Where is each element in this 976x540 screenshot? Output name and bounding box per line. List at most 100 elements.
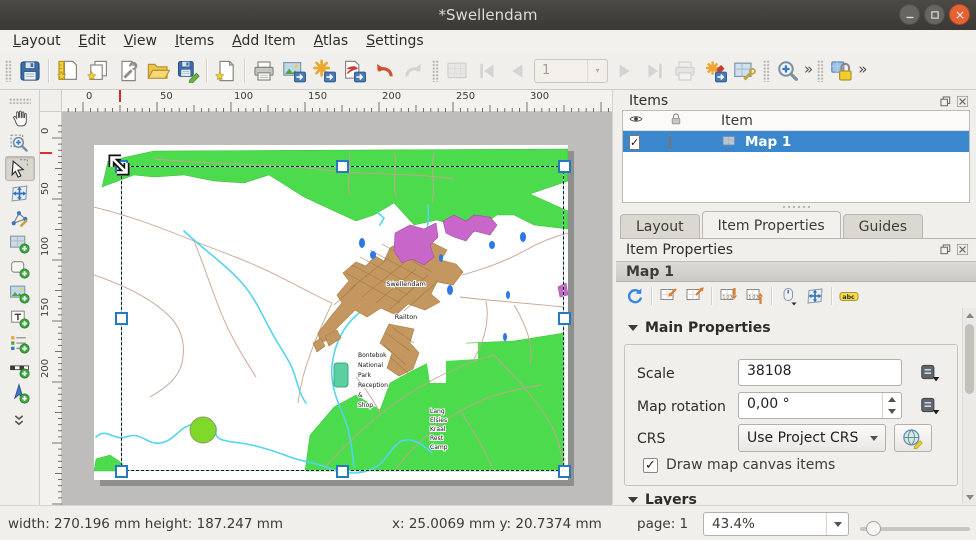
layout-manager-button[interactable] [113,56,143,86]
redo-button[interactable] [399,56,429,86]
panel-splitter[interactable] [616,206,976,211]
open-template-button[interactable] [143,56,173,86]
new-layout-button[interactable] [53,56,83,86]
atlas-settings-button[interactable] [730,56,760,86]
undo-button[interactable] [369,56,399,86]
menu-settings[interactable]: Settings [366,33,424,49]
add-label-button[interactable] [5,306,35,331]
set-map-extent-from-canvas-button[interactable] [656,284,682,308]
menu-view[interactable]: View [123,33,157,49]
export-as-image-button[interactable] [279,56,309,86]
scroll-up-icon[interactable] [965,312,974,318]
menu-edit[interactable]: Edit [78,33,106,49]
tab-guides[interactable]: Guides [842,214,924,238]
maximize-button[interactable] [924,4,945,25]
items-panel-close-button[interactable] [956,95,969,108]
map-item[interactable]: Swellendam Railton Bontebok National Par… [94,145,568,480]
refresh-map-preview-button[interactable] [622,284,648,308]
selection-handle[interactable] [336,159,349,173]
duplicate-layout-button[interactable] [83,56,113,86]
add-north-arrow-button[interactable] [5,381,35,406]
items-row-map1[interactable]: ✓ Map 1 [623,131,969,152]
draw-map-canvas-items-checkbox[interactable]: ✓ [643,457,658,473]
atlas-last-feature-button[interactable] [640,56,670,86]
menu-layout[interactable]: Layout [13,33,61,49]
zoom-level-combo[interactable]: 43.4% [703,512,849,536]
menu-add-item[interactable]: Add Item [232,33,296,49]
visibility-checkbox[interactable]: ✓ [629,134,641,150]
scale-input[interactable]: 38108 [738,359,902,386]
export-atlas-button[interactable] [700,56,730,86]
zoom-region-button[interactable] [5,131,35,156]
map-teal-area [333,362,349,388]
zoom-toolbar-overflow[interactable]: » [804,59,813,78]
zoom-slider-knob[interactable] [866,521,881,536]
save-as-template-button[interactable] [173,56,203,86]
view-extent-in-canvas-button[interactable] [682,284,708,308]
close-button[interactable] [949,4,970,25]
atlas-preview-button[interactable] [442,56,472,86]
move-item-content-button[interactable] [5,181,35,206]
map-rotation-spinbox[interactable]: 0,00 ° [738,392,902,419]
add-picture-button[interactable] [5,281,35,306]
selection-handle[interactable] [557,464,571,478]
items-panel-float-button[interactable] [939,95,952,108]
set-canvas-to-map-scale-button[interactable]: 1:23 [742,284,768,308]
horizontal-ruler[interactable]: 0 50 100 150 200 250 300 [62,90,612,112]
layout-canvas[interactable]: Swellendam Railton Bontebok National Par… [62,112,612,505]
pan-layout-button[interactable] [5,106,35,131]
selection-handle[interactable] [114,312,128,325]
item-properties-float-button[interactable] [939,243,952,256]
atlas-page-combo[interactable]: 1 ▾ [534,58,608,83]
add-pages-button[interactable] [211,56,241,86]
selection-handle[interactable] [557,312,571,325]
scale-data-defined-button[interactable] [913,361,947,383]
properties-scrollbar[interactable] [962,308,976,504]
interactively-edit-extent-button[interactable] [776,284,802,308]
tab-item-properties[interactable]: Item Properties [701,211,841,238]
menu-items[interactable]: Items [174,33,215,49]
export-as-svg-button[interactable] [309,56,339,86]
more-tools-button[interactable] [5,406,35,431]
print-layout-button[interactable] [249,56,279,86]
add-scalebar-button[interactable] [5,356,35,381]
move-map-content-button[interactable] [802,284,828,308]
edit-nodes-item-button[interactable] [5,206,35,231]
zoom-toolbar-button[interactable] [773,56,803,86]
set-map-scale-to-canvas-button[interactable]: 1:23 [716,284,742,308]
add-map-button[interactable] [5,231,35,256]
crs-combo[interactable]: Use Project CRS [738,424,886,452]
actions-toolbar-overflow[interactable]: » [858,59,867,78]
add-legend-button[interactable] [5,331,35,356]
selection-handle[interactable] [336,464,349,478]
menu-atlas[interactable]: Atlas [313,33,349,49]
spin-up-icon[interactable] [888,396,896,402]
selection-handle[interactable] [557,159,571,173]
label-settings-button[interactable]: abc [836,284,862,308]
atlas-next-feature-button[interactable] [610,56,640,86]
scroll-down-icon[interactable] [965,494,974,500]
vertical-ruler[interactable]: 0 50 100 150 200 [40,112,62,505]
map-urban-area [312,238,464,377]
crs-select-button[interactable] [894,424,932,452]
lock-checkbox[interactable] [669,134,671,150]
layers-section[interactable]: Layers [628,492,697,505]
selection-handle[interactable] [114,464,128,478]
item-properties-close-button[interactable] [956,243,969,256]
minimize-button[interactable] [899,4,920,25]
rotation-data-defined-button[interactable] [913,394,947,416]
crs-label: CRS [637,431,666,447]
scrollbar-thumb[interactable] [965,324,974,394]
zoom-slider[interactable] [860,520,970,538]
lock-items-button[interactable] [827,56,857,86]
main-properties-section[interactable]: Main Properties [628,320,771,336]
add-shape-button[interactable] [5,256,35,281]
atlas-previous-feature-button[interactable] [502,56,532,86]
atlas-first-feature-button[interactable] [472,56,502,86]
print-atlas-button[interactable] [670,56,700,86]
spin-down-icon[interactable] [888,409,896,415]
tab-layout[interactable]: Layout [620,214,700,238]
export-as-pdf-button[interactable] [339,56,369,86]
save-project-button[interactable] [15,56,45,86]
select-move-item-button[interactable] [4,156,35,181]
